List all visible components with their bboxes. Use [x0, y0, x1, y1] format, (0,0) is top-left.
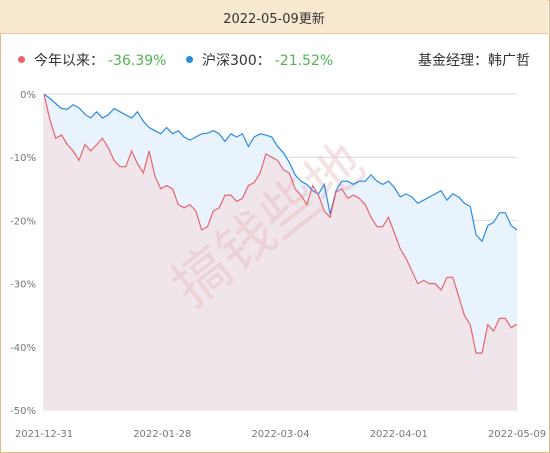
- fund-area: [44, 94, 517, 410]
- series-line-index: [43, 93, 518, 243]
- x-tick-label: 2021-12-31: [15, 429, 73, 440]
- legend-index-value: -21.52%: [274, 53, 334, 69]
- x-tick-label: 2022-05-09: [488, 429, 546, 440]
- update-header: 2022-05-09更新: [0, 0, 548, 34]
- legend-row: 今年以来： -36.39% 沪深300： -21.52% 基金经理：韩广哲: [0, 50, 548, 72]
- chart-lines: [43, 93, 518, 354]
- index-legend-dot-icon: [186, 55, 193, 63]
- x-axis-ticks: 2021-12-31 2022-01-28 2022-03-04 2022-04-01…: [15, 429, 546, 440]
- y-tick-label: -50%: [10, 406, 36, 417]
- legend-index-label: 沪深300：: [202, 53, 271, 69]
- fund-manager-label: 基金经理：韩广哲: [418, 53, 530, 69]
- y-tick-label: -20%: [10, 216, 36, 227]
- update-date-text: 2022-05-09更新: [223, 12, 325, 27]
- y-tick-label: -40%: [10, 343, 36, 354]
- legend-fund-label: 今年以来：: [34, 53, 104, 69]
- y-tick-label: -30%: [10, 280, 36, 291]
- x-tick-label: 2022-01-28: [133, 429, 191, 440]
- fund-legend-dot-icon: [18, 55, 25, 63]
- x-tick-label: 2022-04-01: [370, 429, 428, 440]
- legend-item-fund[interactable]: 今年以来： -36.39%: [18, 50, 166, 70]
- series-line-fund: [43, 93, 518, 354]
- x-tick-label: 2022-03-04: [251, 429, 309, 440]
- y-tick-label: -10%: [10, 153, 36, 164]
- y-axis-ticks: 0% -10% -20% -30% -40% -50%: [10, 90, 36, 417]
- index-area: [44, 94, 517, 354]
- y-tick-label: 0%: [20, 90, 36, 101]
- chart-areas: [44, 94, 517, 410]
- legend-fund-value: -36.39%: [108, 53, 167, 69]
- legend-item-index[interactable]: 沪深300： -21.52%: [186, 50, 333, 70]
